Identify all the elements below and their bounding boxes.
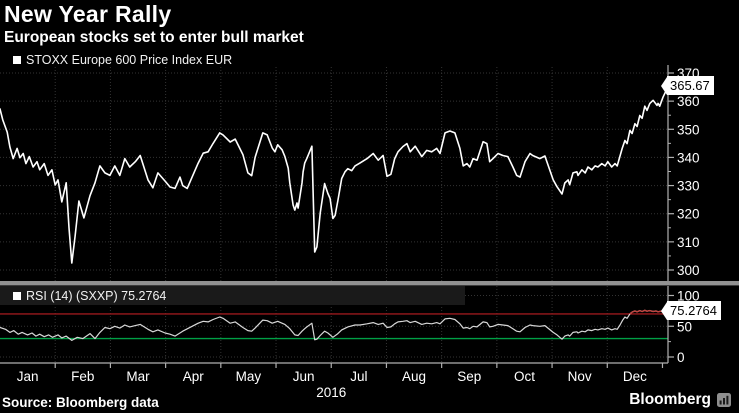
svg-text:Nov: Nov	[568, 369, 592, 384]
rsi-line	[0, 309, 669, 341]
price-legend: STOXX Europe 600 Price Index EUR	[13, 52, 232, 68]
svg-text:310: 310	[677, 235, 700, 250]
panel-divider	[0, 281, 739, 286]
price-gridlines	[0, 72, 668, 271]
chart-subtitle: European stocks set to enter bull market	[4, 29, 304, 46]
series-swatch-icon	[13, 291, 21, 300]
svg-text:0: 0	[677, 350, 685, 365]
rsi-legend-label: RSI (14) (SXXP) 75.2764	[26, 288, 167, 303]
svg-text:340: 340	[677, 150, 700, 165]
svg-text:Aug: Aug	[402, 369, 426, 384]
svg-text:100: 100	[677, 289, 700, 304]
rsi-axis-ticks-labels: 0 50 100	[668, 289, 700, 365]
rsi-legend: RSI (14) (SXXP) 75.2764	[0, 286, 465, 305]
svg-text:Jul: Jul	[350, 369, 367, 384]
x-axis-ticks-labels: Jan Feb Mar Apr May Jun Jul Aug Sep Oct Nov Dec 2016	[17, 363, 664, 400]
svg-text:Sep: Sep	[457, 369, 481, 384]
svg-text:Mar: Mar	[126, 369, 150, 384]
svg-text:Oct: Oct	[514, 369, 535, 384]
source-note: Source: Bloomberg data	[2, 395, 159, 410]
svg-text:2016: 2016	[316, 385, 346, 400]
svg-text:300: 300	[677, 263, 700, 278]
svg-text:350: 350	[677, 122, 700, 137]
bloomberg-logo: Bloomberg	[629, 391, 731, 409]
bloomberg-terminal-icon	[717, 393, 731, 407]
bloomberg-wordmark: Bloomberg	[629, 391, 711, 408]
svg-text:330: 330	[677, 179, 700, 194]
svg-text:360: 360	[677, 94, 700, 109]
svg-text:Apr: Apr	[183, 369, 205, 384]
svg-text:Feb: Feb	[71, 369, 94, 384]
rsi-threshold-lines	[0, 313, 668, 340]
rsi-last-value-callout: 75.2764	[667, 301, 721, 320]
svg-text:May: May	[236, 369, 262, 384]
price-line	[0, 84, 669, 264]
price-last-value-callout: 365.67	[667, 76, 714, 95]
vertical-gridlines	[54, 67, 608, 363]
svg-text:Dec: Dec	[623, 369, 647, 384]
svg-text:Jan: Jan	[17, 369, 39, 384]
svg-text:50: 50	[677, 319, 692, 334]
price-legend-label: STOXX Europe 600 Price Index EUR	[26, 53, 233, 67]
series-swatch-icon	[13, 56, 21, 64]
svg-text:320: 320	[677, 207, 700, 222]
chart-title: New Year Rally	[4, 1, 172, 27]
svg-text:Jun: Jun	[293, 369, 315, 384]
